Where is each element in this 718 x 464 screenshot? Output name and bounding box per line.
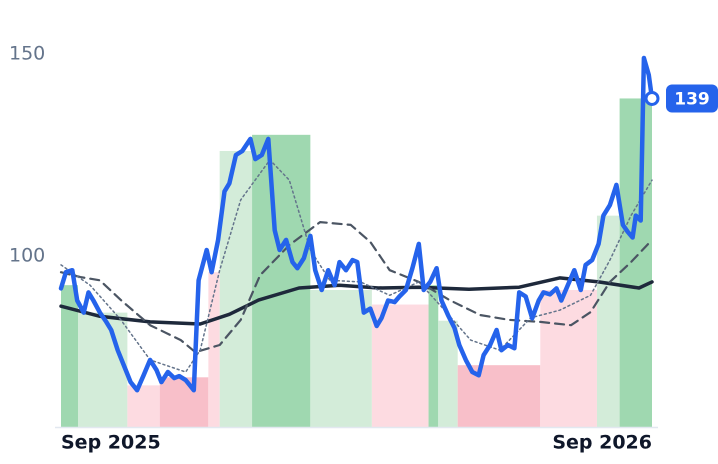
y-tick-label: 150	[9, 43, 45, 65]
zone	[61, 285, 79, 427]
zone	[159, 377, 209, 427]
zone	[371, 304, 429, 427]
zone	[252, 134, 311, 427]
value-badge-label: 139	[674, 89, 710, 109]
zone	[438, 320, 458, 427]
last-point	[644, 90, 660, 106]
zone	[78, 312, 128, 427]
zone	[619, 98, 652, 427]
x-tick-label: Sep 2025	[61, 432, 161, 454]
zone	[540, 290, 597, 427]
series-line	[58, 55, 655, 393]
zone	[596, 215, 620, 427]
x-tick-label: Sep 2026	[552, 432, 652, 454]
zone	[428, 285, 439, 427]
series-line	[59, 221, 654, 354]
zone	[208, 272, 220, 427]
y-tick-label: 100	[9, 245, 45, 267]
zone	[457, 365, 541, 427]
series-line	[60, 159, 653, 373]
value-badge	[666, 84, 718, 113]
zone	[127, 385, 160, 427]
